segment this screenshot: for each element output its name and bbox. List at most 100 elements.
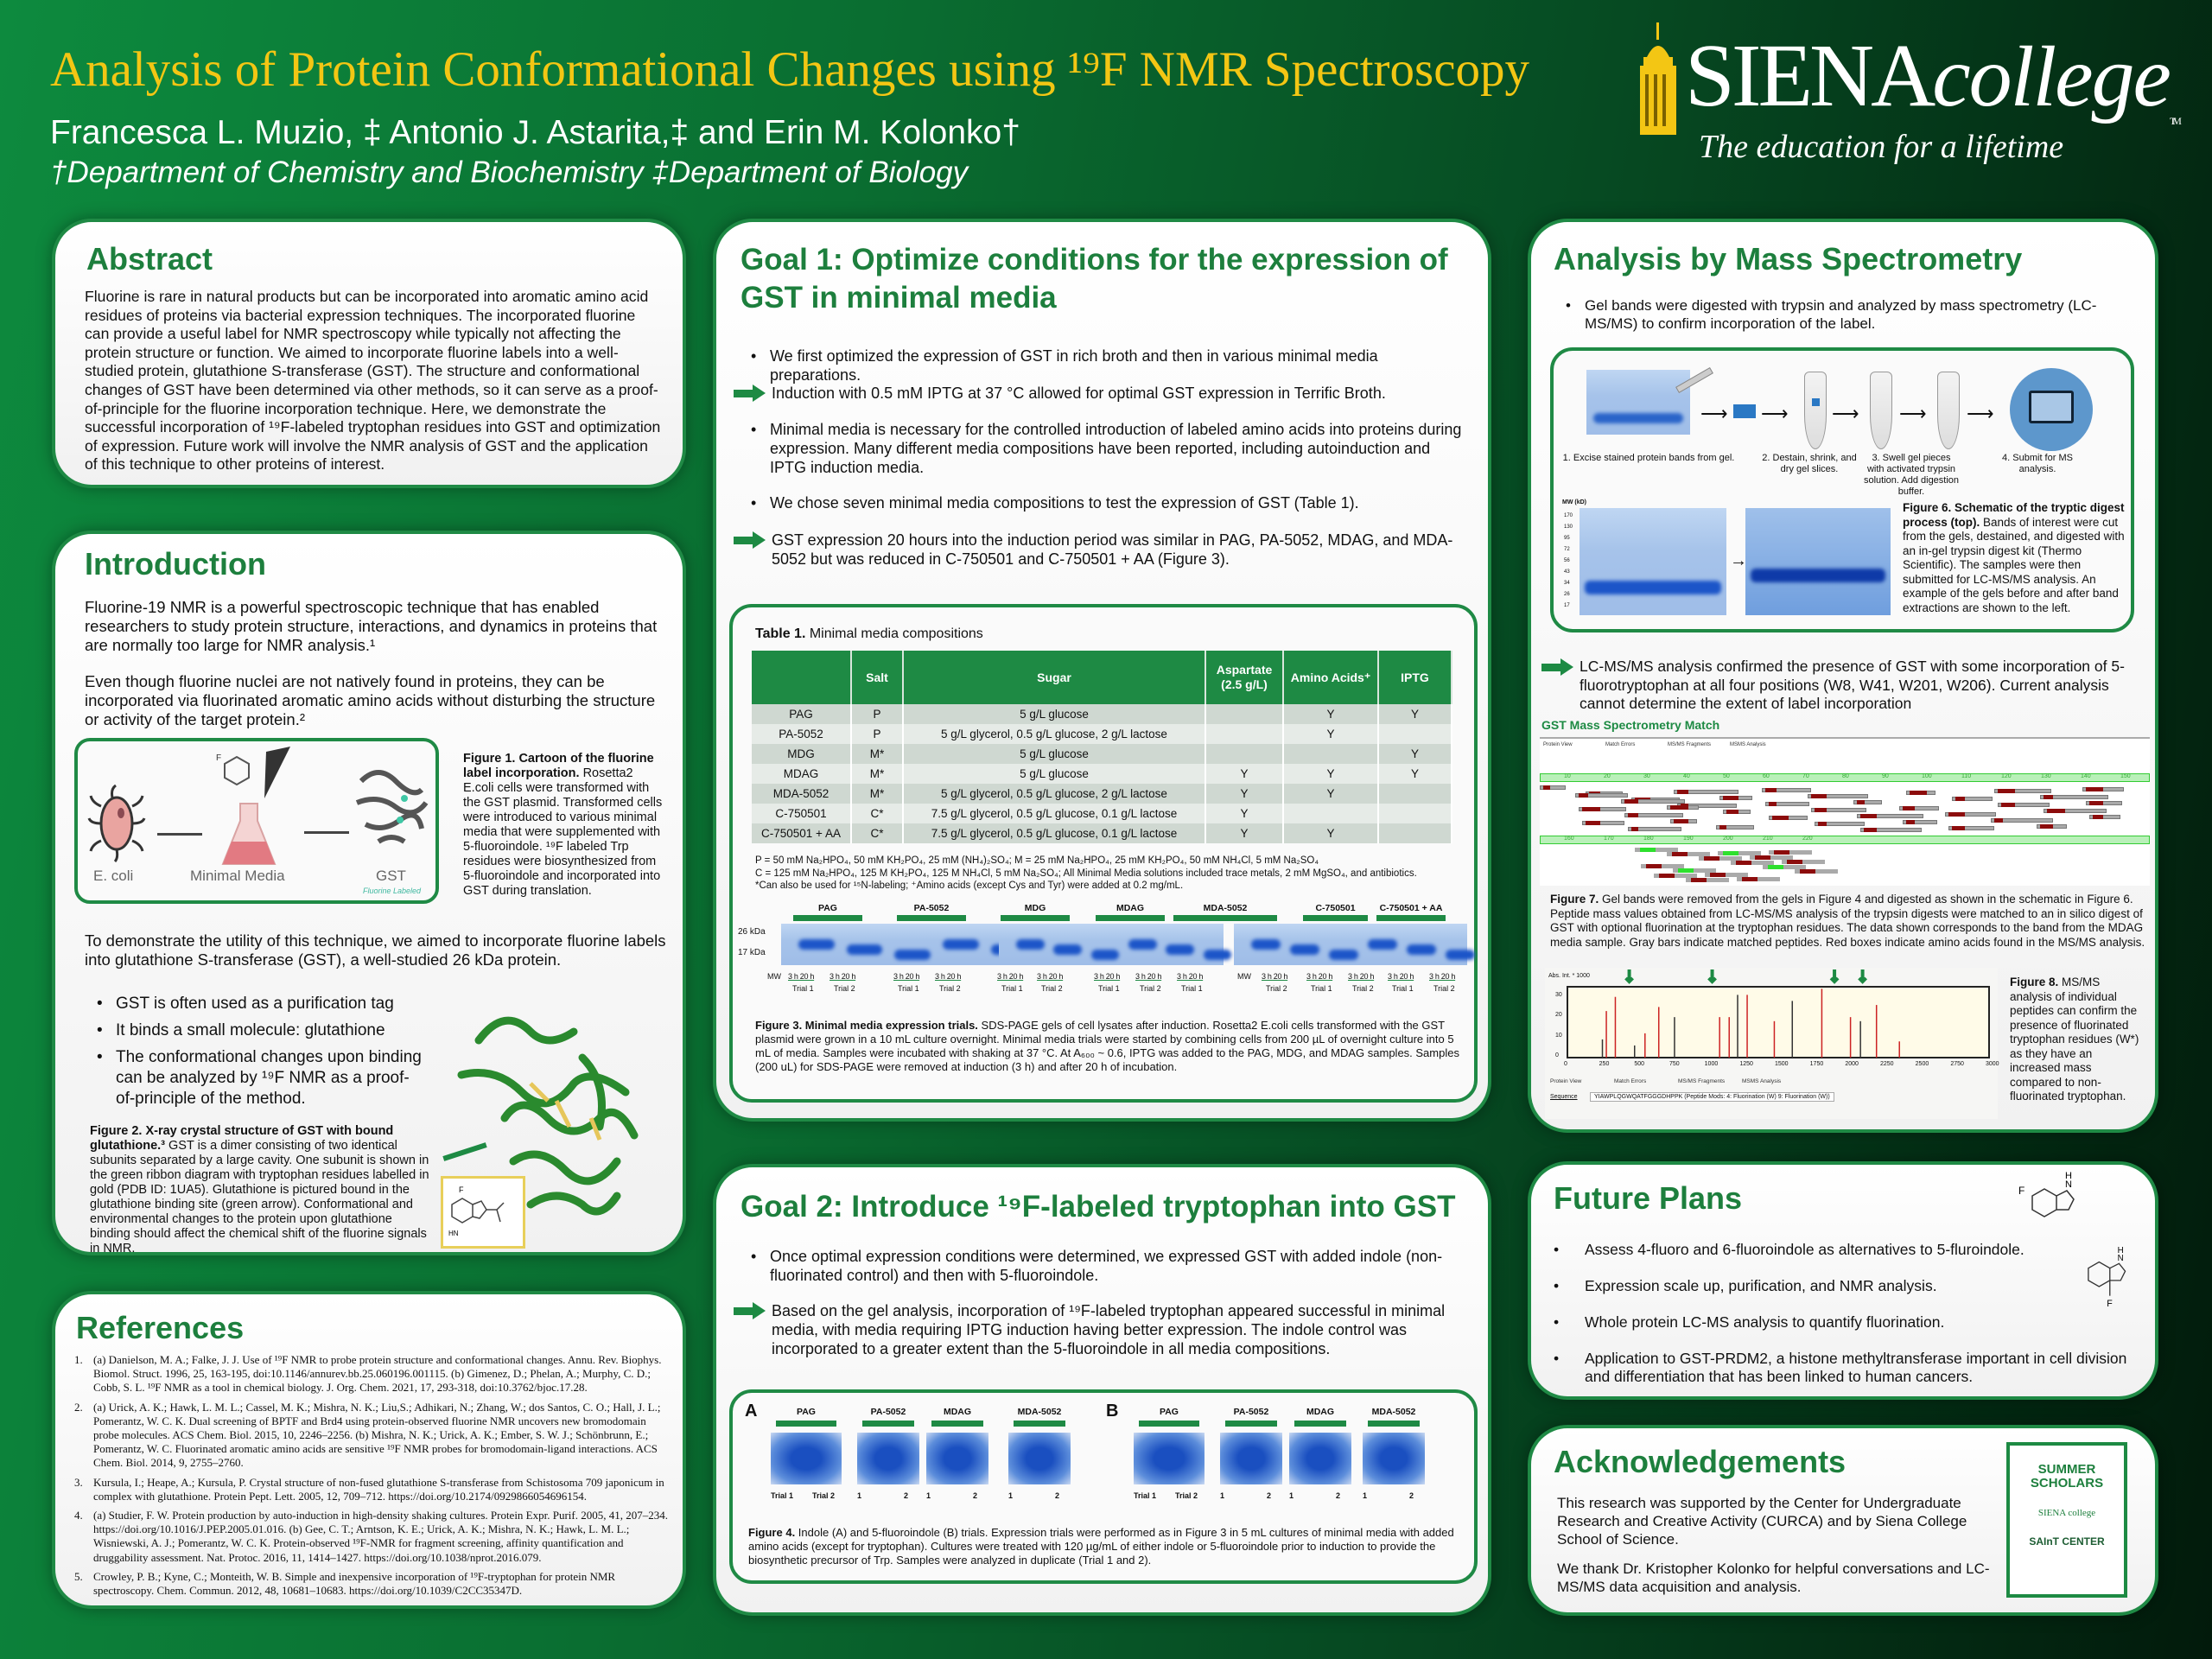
arrow-icon — [734, 385, 766, 402]
coverage-ruler — [1540, 773, 2150, 782]
matched-peptide-bar — [1899, 806, 1939, 810]
matched-peptide-bar — [1998, 803, 2050, 807]
msms-residue-box — [1787, 860, 1802, 864]
panel-b-label: B — [1106, 1402, 1119, 1421]
table-cell: Y — [1205, 764, 1284, 784]
lane-label: 1 — [1363, 1491, 1368, 1500]
matched-peptide-bar — [1762, 788, 1811, 792]
arrow-point-text: Induction with 0.5 mM IPTG at 37 °C allo… — [772, 385, 1386, 402]
acknowledgements-funding: This research was supported by the Cente… — [1557, 1495, 1967, 1548]
matched-peptide-bar — [1579, 807, 1626, 811]
spectrum-plot — [1567, 969, 1990, 1058]
msms-residue-box — [1860, 814, 1877, 818]
stained-gel-image — [1586, 370, 1690, 435]
gel-group-bar — [931, 1421, 983, 1427]
residue-number: 160 — [1564, 836, 1574, 842]
lane-label: 1 — [857, 1491, 862, 1500]
msms-residue-box — [2093, 815, 2103, 819]
gel-group-bar — [1368, 1421, 1420, 1427]
lane-label: 1 — [1289, 1491, 1294, 1500]
gel-group-bar — [1096, 915, 1165, 921]
table-cell: 7.5 g/L glycerol, 0.5 g/L glucose, 0.1 g… — [903, 804, 1206, 823]
gst-ms-match-heading: GST Mass Spectrometry Match — [1541, 718, 1720, 732]
future-plan-item: Application to GST-PRDM2, a histone meth… — [1550, 1350, 2146, 1386]
figure-7-caption-text: Gel bands were removed from the gels in … — [1550, 893, 2145, 949]
msms-residue-box — [1903, 806, 1915, 810]
table-cell: 5 g/L glycerol, 0.5 g/L glucose, 2 g/L l… — [903, 724, 1206, 744]
arrow-point: Induction with 0.5 mM IPTG at 37 °C allo… — [734, 384, 1468, 403]
msms-residue-box — [1624, 799, 1638, 804]
gel-group-bar — [793, 915, 862, 921]
poster-title: Analysis of Protein Conformational Chang… — [50, 42, 1530, 97]
lcms-result-point: LC-MS/MS analysis confirmed the presence… — [1541, 658, 2138, 714]
table-cell: Y — [1283, 764, 1379, 784]
matched-peptide-bar — [1769, 850, 1812, 855]
residue-number: 10 — [1564, 773, 1571, 779]
matched-peptide-bar — [1621, 799, 1685, 804]
table-cell — [1378, 823, 1452, 843]
4-fluoroindole-structure-icon: F NH — [2088, 1246, 2126, 1309]
software-tab: MSMS Analysis — [1742, 1078, 1782, 1084]
residue-number: 220 — [1802, 836, 1813, 842]
arrow-icon: ⟶ — [1967, 403, 1994, 424]
reference-text: (a) Studier, F. W. Protein production by… — [93, 1509, 668, 1564]
acknowledgements-title: Acknowledgements — [1554, 1444, 1847, 1479]
gel-before-image — [1580, 508, 1726, 615]
table-header-cell — [752, 651, 852, 704]
abstract-text: Fluorine is rare in natural products but… — [85, 288, 661, 474]
figure-7-coverage-map: Protein View Match Errors MS/MS Fragments M… — [1540, 737, 2150, 886]
msms-residue-box — [1674, 819, 1688, 823]
mw-tick: 26 — [1564, 592, 1570, 597]
trial-label: Trial 1 — [1181, 984, 1203, 993]
figure-4-caption: Figure 4. Indole (A) and 5-fluoroindole … — [748, 1526, 1457, 1567]
references-title: References — [76, 1310, 245, 1345]
table-cell: 5 g/L glucose — [903, 764, 1206, 784]
gel-group-label: PA-5052 — [913, 903, 950, 913]
protein-band — [943, 939, 979, 950]
trial-label: Trial 1 — [1392, 984, 1414, 993]
matched-peptide-bar — [1673, 868, 1716, 873]
sequence-field: YIAWPLQGWQATFGGGDHPPK (Peptide Mods: 4: … — [1590, 1092, 1834, 1102]
matched-peptide-bar — [1945, 812, 1996, 817]
matched-peptide-bar — [1948, 826, 1994, 830]
table-cell: 5 g/L glucose — [903, 704, 1206, 724]
y-tick-label: 30 — [1555, 991, 1562, 998]
gel-group-label: PAG — [1160, 1407, 1179, 1417]
matched-peptide-bar — [1731, 861, 1774, 865]
trial-label: Trial 2 — [1041, 984, 1063, 993]
figure-6-caption-text: Bands of interest were cut from the gels… — [1903, 515, 2125, 614]
msms-residue-box — [1755, 855, 1770, 860]
table-1-figure-3-box: Table 1. Minimal media compositions Salt… — [729, 604, 1478, 1103]
gel-group-label: C-750501 + AA — [1379, 903, 1443, 913]
msms-residue-box — [1726, 810, 1738, 814]
intro-paragraph-1: Fluorine-19 NMR is a powerful spectrosco… — [85, 598, 658, 654]
lane-label: Trial 1 — [1134, 1491, 1157, 1500]
msms-residue-box — [2089, 801, 2103, 805]
reference-number: 3. — [74, 1475, 83, 1489]
msms-residue-box — [1723, 851, 1738, 855]
table-header-cell: Salt — [851, 651, 904, 704]
arrow-point: GST expression 20 hours into the inducti… — [734, 531, 1468, 569]
logo-college: college — [1932, 29, 2171, 124]
trial-label: Trial 1 — [792, 984, 814, 993]
mw-label: MW — [1237, 972, 1251, 981]
lane-label: 3 h 20 h — [893, 972, 920, 981]
departments: †Department of Chemistry and Biochemistr… — [50, 156, 969, 189]
intro-bullet: It binds a small molecule: glutathione — [93, 1020, 439, 1041]
msms-residue-box — [2044, 795, 2053, 799]
residue-number: 30 — [1643, 773, 1650, 779]
table-row: PAG P 5 g/L glucose Y Y — [752, 704, 1452, 724]
matched-peptide-bar — [1853, 800, 1882, 804]
protein-band — [894, 950, 931, 960]
table-cell: MDAG — [752, 764, 852, 784]
reference-text: Kursula, I.; Heape, A.; Kursula, P. Crys… — [93, 1475, 664, 1503]
figure-1-caption: Figure 1. Cartoon of the fluorine label … — [463, 752, 667, 899]
protein-band — [1203, 950, 1232, 960]
figure-3-gels: PAG PA-5052 MDG MDAG MDA-5052 C-750501 C-75050… — [733, 903, 1481, 1015]
bullet-point: Once optimal expression conditions were … — [747, 1247, 1465, 1285]
lane-label: 2 — [1267, 1491, 1272, 1500]
gel-group-label: PA-5052 — [870, 1407, 906, 1417]
residue-number: 190 — [1683, 836, 1694, 842]
logo-tm: TM — [2169, 114, 2182, 127]
goal-2-title: Goal 2: Introduce ¹⁹F-labeled tryptophan… — [741, 1190, 1456, 1224]
